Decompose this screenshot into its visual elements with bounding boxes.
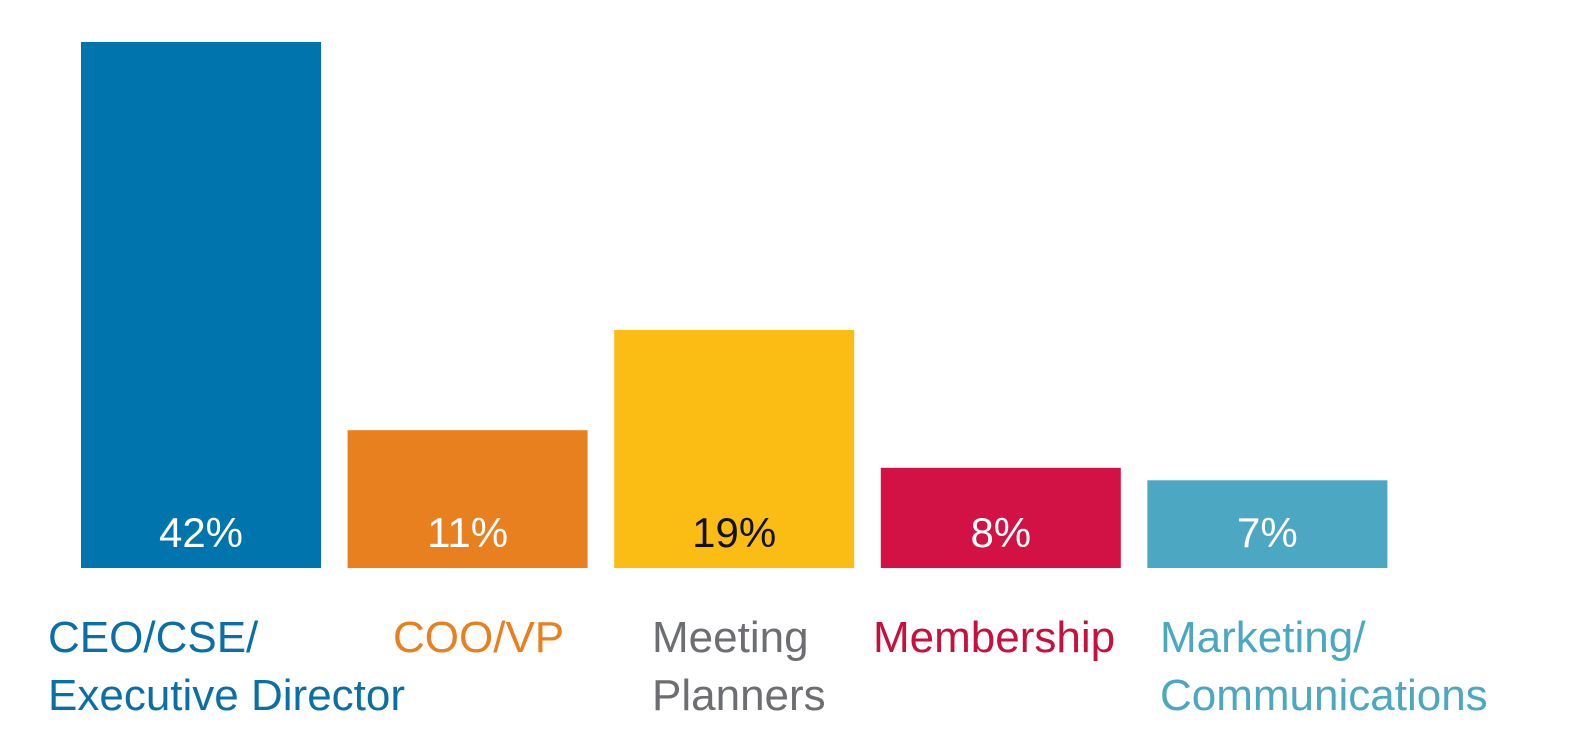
category-label-4: Membership — [873, 613, 1115, 662]
category-label-2-line-1: COO/VP — [393, 613, 564, 662]
category-label-5: Marketing/Communications — [1160, 613, 1488, 720]
category-label-1-line-1: CEO/CSE/ — [48, 613, 259, 662]
bar-5 — [1147, 480, 1388, 568]
bar-2 — [347, 430, 588, 568]
value-label-1: 42% — [159, 509, 243, 556]
bar-3 — [614, 330, 855, 568]
value-labels-group: 42% 11% 19% 8% 7% — [159, 509, 1298, 556]
bar-1 — [81, 42, 321, 568]
category-label-3: Meeting Planners — [652, 613, 826, 720]
category-label-1-line-2: Executive Director — [48, 671, 405, 720]
category-label-4-line-1: Membership — [873, 613, 1115, 662]
value-label-2: 11% — [427, 509, 508, 556]
category-label-5-line-1: Marketing/ — [1160, 613, 1366, 662]
value-label-5: 7% — [1237, 509, 1298, 556]
category-label-3-line-1: Meeting — [652, 613, 809, 662]
category-label-1: CEO/CSE/Executive Director — [48, 613, 405, 720]
bar-4 — [880, 467, 1121, 568]
category-label-2: COO/VP — [393, 613, 564, 662]
category-label-5-line-2: Communications — [1160, 671, 1488, 720]
value-label-4: 8% — [970, 509, 1031, 556]
value-label-3: 19% — [692, 509, 776, 556]
category-label-3-line-2: Planners — [652, 671, 826, 720]
bars-group — [81, 42, 1388, 568]
